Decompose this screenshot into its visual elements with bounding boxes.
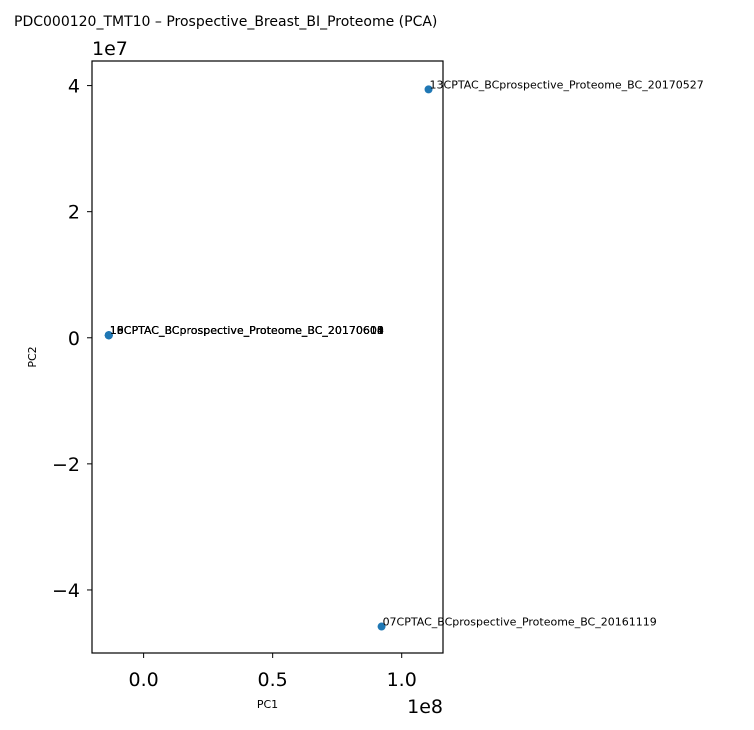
y-axis: −4 −2 0 2 4	[52, 76, 92, 602]
x-tick-label: 1.0	[387, 669, 417, 691]
chart-title: PDC000120_TMT10 – Prospective_Breast_BI_…	[14, 14, 437, 30]
data-point-label: 16CPTAC_BCprospective_Proteome_BC_201706…	[110, 324, 384, 337]
data-point-label: 19CPTAC_BCprospective_Proteome_BC_201706…	[110, 324, 384, 337]
x-tick-label: 0.5	[258, 669, 288, 691]
y-tick-label: −2	[52, 454, 80, 476]
y-tick-label: −4	[52, 580, 80, 602]
data-point-label: 07CPTAC_BCprospective_Proteome_BC_201611…	[383, 616, 657, 629]
data-point-label: 13CPTAC_BCprospective_Proteome_BC_201705…	[430, 78, 704, 91]
x-axis-label: PC1	[257, 698, 278, 711]
data-points: 13CPTAC_BCprospective_Proteome_BC_201705…	[104, 78, 704, 631]
plot-frame	[91, 60, 444, 654]
data-point	[104, 331, 113, 340]
x-axis: 0.0 0.5 1.0	[129, 653, 417, 691]
data-point	[377, 622, 386, 631]
x-tick-label: 0.0	[129, 669, 159, 691]
y-tick-label: 4	[68, 76, 80, 98]
data-point-label: 15CPTAC_BCprospective_Proteome_BC_201706…	[110, 324, 384, 337]
y-axis-offset-label: 1e7	[92, 38, 128, 60]
y-axis-label: PC2	[26, 346, 39, 367]
data-point-label: 18CPTAC_BCprospective_Proteome_BC_201706…	[110, 324, 384, 337]
plot-area	[91, 60, 444, 654]
data-point-label: 10CPTAC_BCprospective_Proteome_BC_201706…	[110, 324, 384, 337]
data-point	[424, 85, 433, 94]
y-tick-label: 0	[68, 328, 80, 350]
x-axis-offset-label: 1e8	[407, 696, 443, 718]
y-tick-label: 2	[68, 202, 80, 224]
